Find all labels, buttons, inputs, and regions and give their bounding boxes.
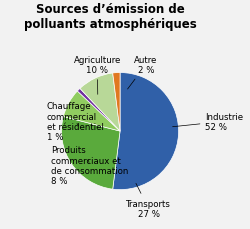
Title: Sources d’émission de
polluants atmosphériques: Sources d’émission de polluants atmosphé… [24,3,197,31]
Wedge shape [80,74,120,131]
Text: Transports
27 %: Transports 27 % [126,183,171,218]
Text: Produits
commerciaux et
de consommation
8 %: Produits commerciaux et de consommation … [51,145,128,185]
Text: Autre
2 %: Autre 2 % [128,55,158,90]
Text: Agriculture
10 %: Agriculture 10 % [74,55,121,95]
Wedge shape [113,73,120,131]
Wedge shape [62,117,120,189]
Wedge shape [113,73,178,190]
Text: Industrie
52 %: Industrie 52 % [172,112,244,131]
Wedge shape [77,89,120,131]
Wedge shape [63,92,120,131]
Text: Chauffage
commercial
et résidentiel
1 %: Chauffage commercial et résidentiel 1 % [47,102,104,142]
